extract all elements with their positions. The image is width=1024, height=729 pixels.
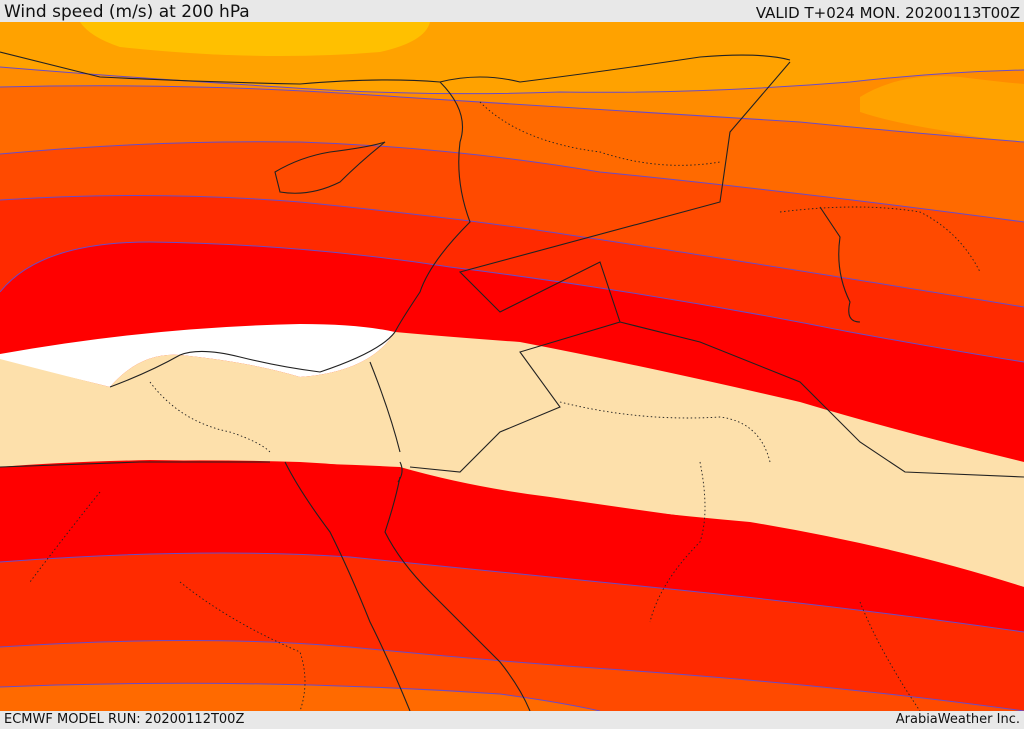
internal-border [649,461,706,623]
wind-speed-map [0,22,1024,711]
contour-line [0,194,1024,308]
internal-border [859,601,921,711]
coastline-egypt [109,331,396,388]
contour-line [0,640,1024,711]
band-40-ne [860,76,1024,142]
contour-line [0,85,1024,143]
band-35 [80,22,430,56]
border-egypt-israel [369,361,401,453]
internal-border [29,491,101,583]
internal-border [559,401,771,463]
internal-border [479,101,721,166]
header-bar: Wind speed (m/s) at 200 hPa VALID T+024 … [0,0,1024,22]
footer-bar: ECMWF MODEL RUN: 20200112T00Z ArabiaWeat… [0,711,1024,729]
coastline-turkey [0,51,791,85]
contour-line [0,141,1024,223]
valid-time: VALID T+024 MON. 20200113T00Z [755,4,1020,22]
border-egypt-sudan [0,461,270,468]
calm-zone [0,324,395,387]
model-run: ECMWF MODEL RUN: 20200112T00Z [4,712,245,727]
internal-border [149,381,271,453]
credit: ArabiaWeather Inc. [895,712,1020,727]
persian-gulf [819,206,861,323]
internal-border [179,581,306,711]
band-50-south [0,683,600,711]
internal-border [779,206,981,273]
red-sea-east [384,476,531,711]
low-wind-zone [0,332,1024,587]
red-sea-west [284,461,411,711]
gulf-of-aqaba [397,461,403,483]
cyprus [274,141,386,194]
border-saudi-iraq [619,321,1024,478]
border-jordan-saudi [409,61,791,473]
contour-line [0,552,1024,633]
map-title: Wind speed (m/s) at 200 hPa [4,2,250,22]
contour-line [0,682,601,711]
coastline-levant [394,81,471,333]
